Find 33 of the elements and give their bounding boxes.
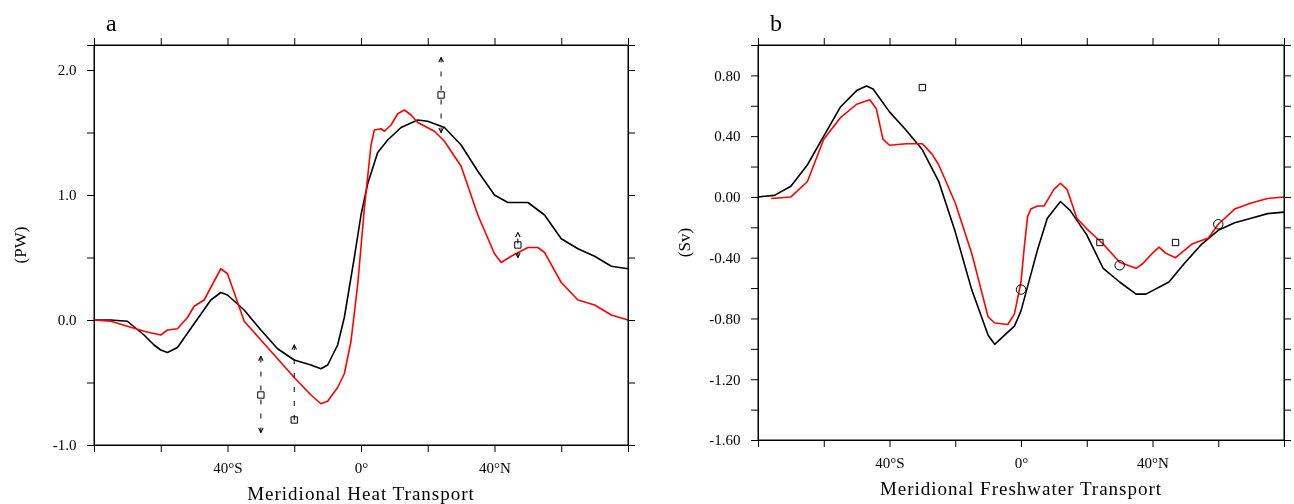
- point: [290, 416, 298, 424]
- point: [918, 83, 927, 92]
- point: [1171, 238, 1180, 247]
- y-tick-label: 0.80: [714, 67, 741, 84]
- chart-title: b: [770, 10, 782, 36]
- x-tick-label: 40°S: [213, 460, 243, 476]
- y-tick-label: 0.40: [714, 128, 741, 145]
- point: [1114, 260, 1125, 271]
- point: [514, 241, 522, 249]
- x-tick-label: 0°: [354, 460, 369, 476]
- x-tick-label: 0°: [1014, 455, 1029, 471]
- y-tick-label: 2.0: [57, 62, 77, 79]
- y-tick-label: -0.40: [709, 249, 741, 266]
- point: [1096, 238, 1104, 247]
- y-tick-label: 0.0: [57, 312, 77, 329]
- y-tick-label: -1.0: [52, 437, 77, 454]
- point: [1015, 284, 1027, 295]
- y-tick-label: -1.20: [709, 371, 741, 388]
- y-tick-label: 0.00: [714, 189, 741, 206]
- y-axis-title: (PW): [11, 226, 30, 264]
- point: [437, 91, 445, 99]
- point: [1213, 219, 1224, 230]
- y-tick-label: -1.60: [709, 432, 741, 449]
- y-tick-label: -0.80: [709, 310, 741, 327]
- x-axis-title: Meridional Heat Transport: [247, 483, 475, 504]
- y-tick-label: 1.0: [57, 187, 77, 204]
- point: [257, 391, 265, 399]
- x-axis-title: Meridional Freshwater Transport: [879, 478, 1163, 499]
- x-tick-label: 40°N: [1137, 455, 1170, 471]
- chart-title: a: [106, 10, 117, 36]
- y-axis-title: (Sv): [675, 227, 694, 258]
- x-tick-label: 40°N: [479, 460, 512, 476]
- x-tick-label: 40°S: [875, 455, 905, 471]
